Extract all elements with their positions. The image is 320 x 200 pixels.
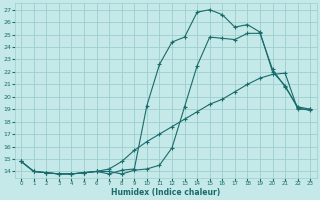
X-axis label: Humidex (Indice chaleur): Humidex (Indice chaleur) bbox=[111, 188, 220, 197]
